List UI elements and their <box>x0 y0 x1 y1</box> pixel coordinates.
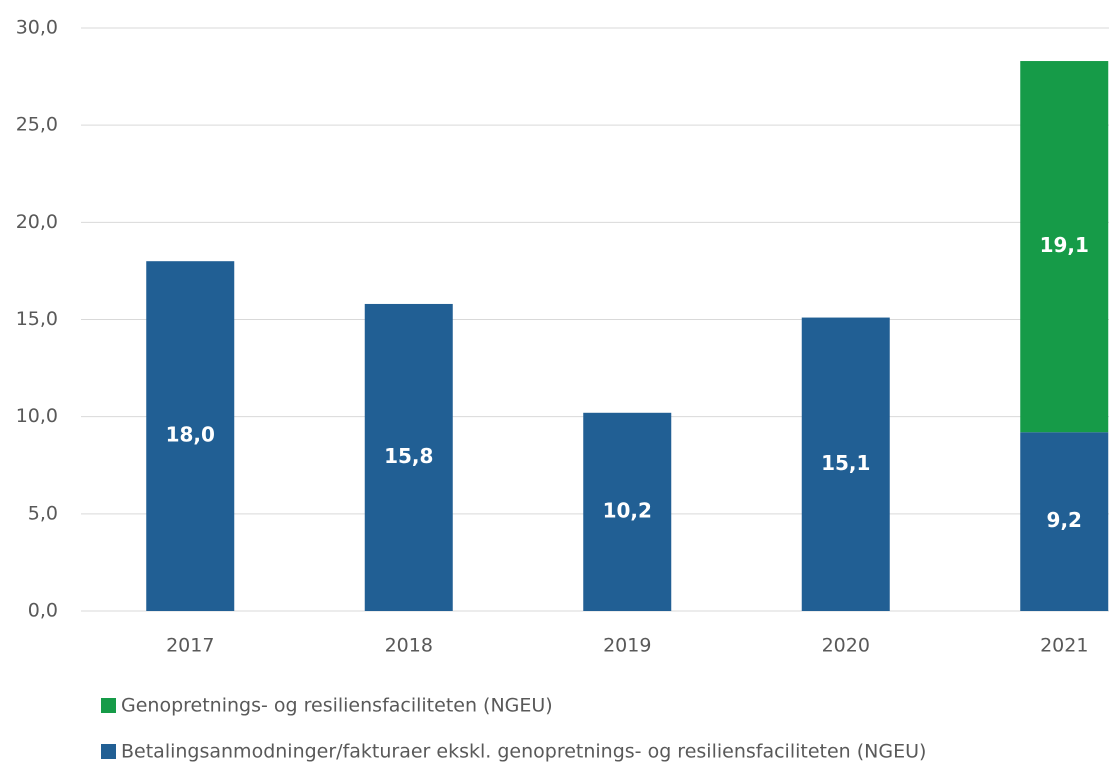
value-label: 18,0 <box>166 423 215 447</box>
bar <box>146 261 235 611</box>
bar <box>1020 61 1109 433</box>
bar <box>801 317 890 611</box>
y-tick-label: 0,0 <box>28 600 58 622</box>
legend-label: Betalingsanmodninger/fakturaer ekskl. ge… <box>121 741 926 763</box>
bar <box>583 412 672 611</box>
value-label: 15,1 <box>821 451 870 475</box>
x-tick-label: 2020 <box>822 635 870 657</box>
y-tick-label: 25,0 <box>16 114 58 136</box>
y-tick-label: 10,0 <box>16 405 58 427</box>
x-tick-label: 2018 <box>385 635 433 657</box>
bar <box>364 303 453 611</box>
value-label: 9,2 <box>1047 508 1082 532</box>
y-tick-label: 20,0 <box>16 211 58 233</box>
y-tick-label: 15,0 <box>16 308 58 330</box>
x-tick-label: 2019 <box>603 635 651 657</box>
value-label: 10,2 <box>603 498 652 522</box>
bar <box>1020 432 1109 611</box>
legend-label: Genopretnings- og resiliensfaciliteten (… <box>121 695 553 717</box>
y-tick-label: 5,0 <box>28 502 58 524</box>
legend-swatch <box>101 744 116 759</box>
x-tick-label: 2017 <box>166 635 214 657</box>
y-tick-label: 30,0 <box>16 17 58 39</box>
value-label: 15,8 <box>384 444 433 468</box>
x-tick-label: 2021 <box>1040 635 1088 657</box>
legend-swatch <box>101 698 116 713</box>
value-label: 19,1 <box>1040 233 1089 257</box>
